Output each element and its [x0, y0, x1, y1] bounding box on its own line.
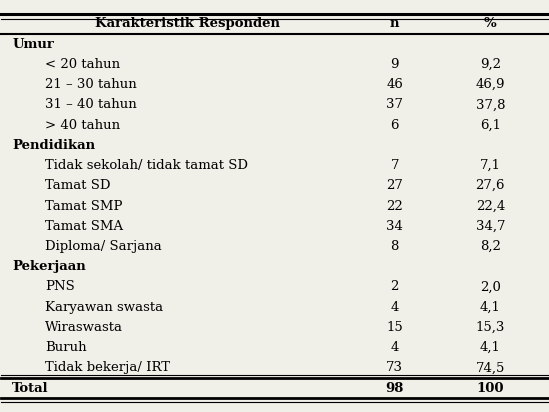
Text: 4,1: 4,1 [480, 301, 501, 314]
Text: Wiraswasta: Wiraswasta [45, 321, 123, 334]
Text: Tamat SMA: Tamat SMA [45, 220, 123, 233]
Text: 37: 37 [386, 98, 403, 111]
Text: 27,6: 27,6 [475, 179, 505, 192]
Text: 34: 34 [386, 220, 403, 233]
Text: 15: 15 [386, 321, 403, 334]
Text: 22,4: 22,4 [475, 199, 505, 213]
Text: Tamat SMP: Tamat SMP [45, 199, 122, 213]
Text: 22: 22 [386, 199, 403, 213]
Text: Karakteristik Responden: Karakteristik Responden [94, 17, 279, 30]
Text: 34,7: 34,7 [475, 220, 505, 233]
Text: 7: 7 [390, 159, 399, 172]
Text: 98: 98 [385, 382, 404, 395]
Text: 6,1: 6,1 [480, 119, 501, 131]
Text: Pekerjaan: Pekerjaan [12, 260, 86, 273]
Text: < 20 tahun: < 20 tahun [45, 58, 120, 71]
Text: 7,1: 7,1 [480, 159, 501, 172]
Text: 46: 46 [386, 78, 403, 91]
Text: 8,2: 8,2 [480, 240, 501, 253]
Text: 21 – 30 tahun: 21 – 30 tahun [45, 78, 137, 91]
Text: 4: 4 [390, 341, 399, 354]
Text: Tidak bekerja/ IRT: Tidak bekerja/ IRT [45, 361, 170, 375]
Text: PNS: PNS [45, 281, 75, 293]
Text: Total: Total [12, 382, 49, 395]
Text: Diploma/ Sarjana: Diploma/ Sarjana [45, 240, 162, 253]
Text: Pendidikan: Pendidikan [12, 139, 96, 152]
Text: 4: 4 [390, 301, 399, 314]
Text: 73: 73 [386, 361, 403, 375]
Text: Tidak sekolah/ tidak tamat SD: Tidak sekolah/ tidak tamat SD [45, 159, 248, 172]
Text: 9: 9 [390, 58, 399, 71]
Text: Buruh: Buruh [45, 341, 87, 354]
Text: 2: 2 [390, 281, 399, 293]
Text: 6: 6 [390, 119, 399, 131]
Text: > 40 tahun: > 40 tahun [45, 119, 120, 131]
Text: %: % [484, 17, 497, 30]
Text: 2,0: 2,0 [480, 281, 501, 293]
Text: 74,5: 74,5 [475, 361, 505, 375]
Text: 46,9: 46,9 [475, 78, 505, 91]
Text: Umur: Umur [12, 37, 54, 51]
Text: Karyawan swasta: Karyawan swasta [45, 301, 163, 314]
Text: 100: 100 [477, 382, 504, 395]
Text: 4,1: 4,1 [480, 341, 501, 354]
Text: 15,3: 15,3 [475, 321, 505, 334]
Text: n: n [390, 17, 400, 30]
Text: 37,8: 37,8 [475, 98, 505, 111]
Text: 27: 27 [386, 179, 403, 192]
Text: 9,2: 9,2 [480, 58, 501, 71]
Text: 8: 8 [390, 240, 399, 253]
Text: 31 – 40 tahun: 31 – 40 tahun [45, 98, 137, 111]
Text: Tamat SD: Tamat SD [45, 179, 110, 192]
